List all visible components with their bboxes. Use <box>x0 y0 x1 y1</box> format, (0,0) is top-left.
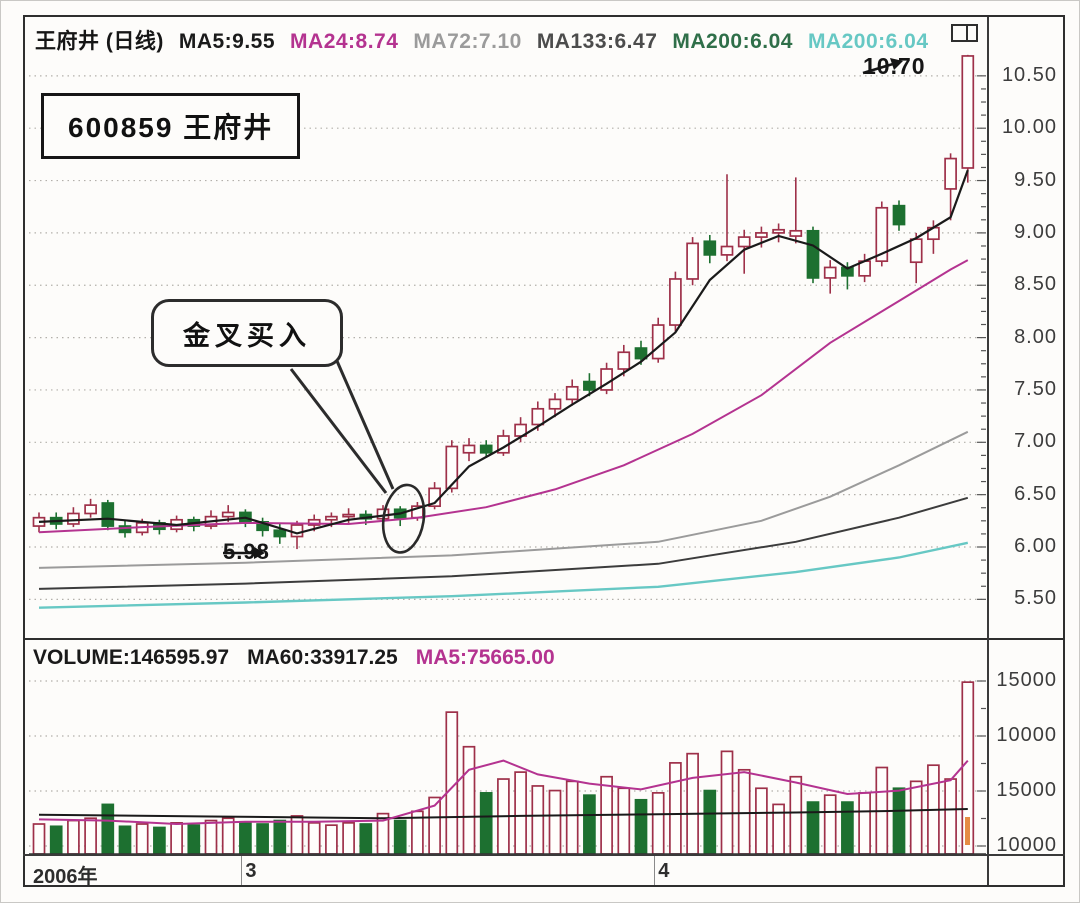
volume-ma-legend: VOLUME:146595.97 MA60:33917.25 MA5:75665.0… <box>33 646 555 670</box>
ma-legend-item: MA5:9.55 <box>178 30 276 53</box>
ma-legend-item: MA72:7.10 <box>413 30 522 53</box>
volume-axis-tick: 15000 <box>996 669 1057 691</box>
golden-cross-circle <box>381 483 426 554</box>
low-price-annotation: 5.98 <box>223 539 270 565</box>
x-axis-label: 3 <box>245 860 257 882</box>
ma-line-MA133 <box>38 496 969 590</box>
x-axis-label: 2006年 <box>33 866 98 888</box>
stock-code-label: 600859 王府井 <box>41 93 301 159</box>
ma-legend-item: VOLUME:146595.97 <box>33 646 230 669</box>
window-split-icon-divider <box>966 26 969 40</box>
price-axis: 10.50 10.00 9.50 9.00 8.50 8.00 7.50 7.00 6.50 6.… <box>995 1 1061 902</box>
price-axis-tick: 9.50 <box>1014 168 1057 191</box>
plot-right-border <box>987 17 989 885</box>
golden-cross-buy-bubble: 金叉买入 <box>151 299 343 367</box>
ma-line-MA72 <box>38 430 969 569</box>
volume-bars <box>32 681 975 855</box>
ma-legend-item: MA133:6.47 <box>536 30 658 53</box>
volume-axis-tickmarks <box>977 680 986 847</box>
ma-line-MA5 <box>38 759 969 826</box>
price-axis-tick: 7.50 <box>1014 377 1057 400</box>
ma-line-MA5 <box>38 169 969 535</box>
candles <box>32 54 975 550</box>
chart-title: 王府井 (日线) <box>35 30 164 53</box>
pane-divider <box>23 638 1065 640</box>
price-pane-legend: 王府井 (日线) MA5:9.55 MA24:8.74 MA72:7.10 MA133… <box>35 25 929 55</box>
price-axis-tick: 8.50 <box>1014 273 1057 296</box>
ma-legend-item: MA24:8.74 <box>290 30 399 53</box>
watermark-mark <box>965 817 970 845</box>
ma-line-MA60 <box>38 808 968 820</box>
price-axis-tick: 6.50 <box>1014 482 1057 505</box>
x-axis-strip: 2006年 3 4 <box>23 856 1065 888</box>
ma-legend-item: MA200:6.04 <box>807 30 929 53</box>
month-divider <box>654 856 656 885</box>
price-axis-tick: 7.00 <box>1014 430 1057 453</box>
volume-pane-legend: VOLUME:146595.97 MA60:33917.25 MA5:75665.0… <box>33 646 555 670</box>
price-axis-tick: 10.50 <box>1001 63 1057 86</box>
window-split-icon[interactable] <box>951 24 978 42</box>
volume-axis-tick: 10000 <box>996 834 1057 856</box>
volume-axis-tick: 15000 <box>996 779 1057 801</box>
x-axis-label: 4 <box>658 860 670 882</box>
price-pane <box>29 54 986 609</box>
price-axis-tick: 9.00 <box>1014 220 1057 243</box>
chart-frame <box>23 15 1065 887</box>
price-ma-legend: MA5:9.55 MA24:8.74 MA72:7.10 MA133:6.47 MA20… <box>179 30 929 54</box>
price-axis-tick: 10.00 <box>1001 116 1057 139</box>
volume-pane <box>29 680 986 855</box>
price-axis-tick: 8.00 <box>1014 325 1057 348</box>
high-price-annotation: 10.70 <box>862 53 926 80</box>
up-right-arrow-icon <box>862 57 903 74</box>
ma-legend-item: MA60:33917.25 <box>247 646 398 669</box>
price-axis-tick: 5.50 <box>1014 587 1057 610</box>
bubble-pointer <box>289 360 395 494</box>
price-axis-tick: 6.00 <box>1014 535 1057 557</box>
price-axis-tickmarks <box>977 75 986 600</box>
right-arrow-icon <box>223 547 265 559</box>
ma-legend-item: MA5:75665.00 <box>415 646 555 669</box>
ma-legend-item: MA200:6.04 <box>672 30 793 53</box>
volume-baseline <box>23 854 1065 856</box>
ma-line-MA200 <box>38 541 969 609</box>
volume-axis: 15000 10000 15000 10000 <box>995 1 1061 902</box>
volume-axis-tick: 10000 <box>996 724 1057 746</box>
month-divider <box>241 856 243 885</box>
